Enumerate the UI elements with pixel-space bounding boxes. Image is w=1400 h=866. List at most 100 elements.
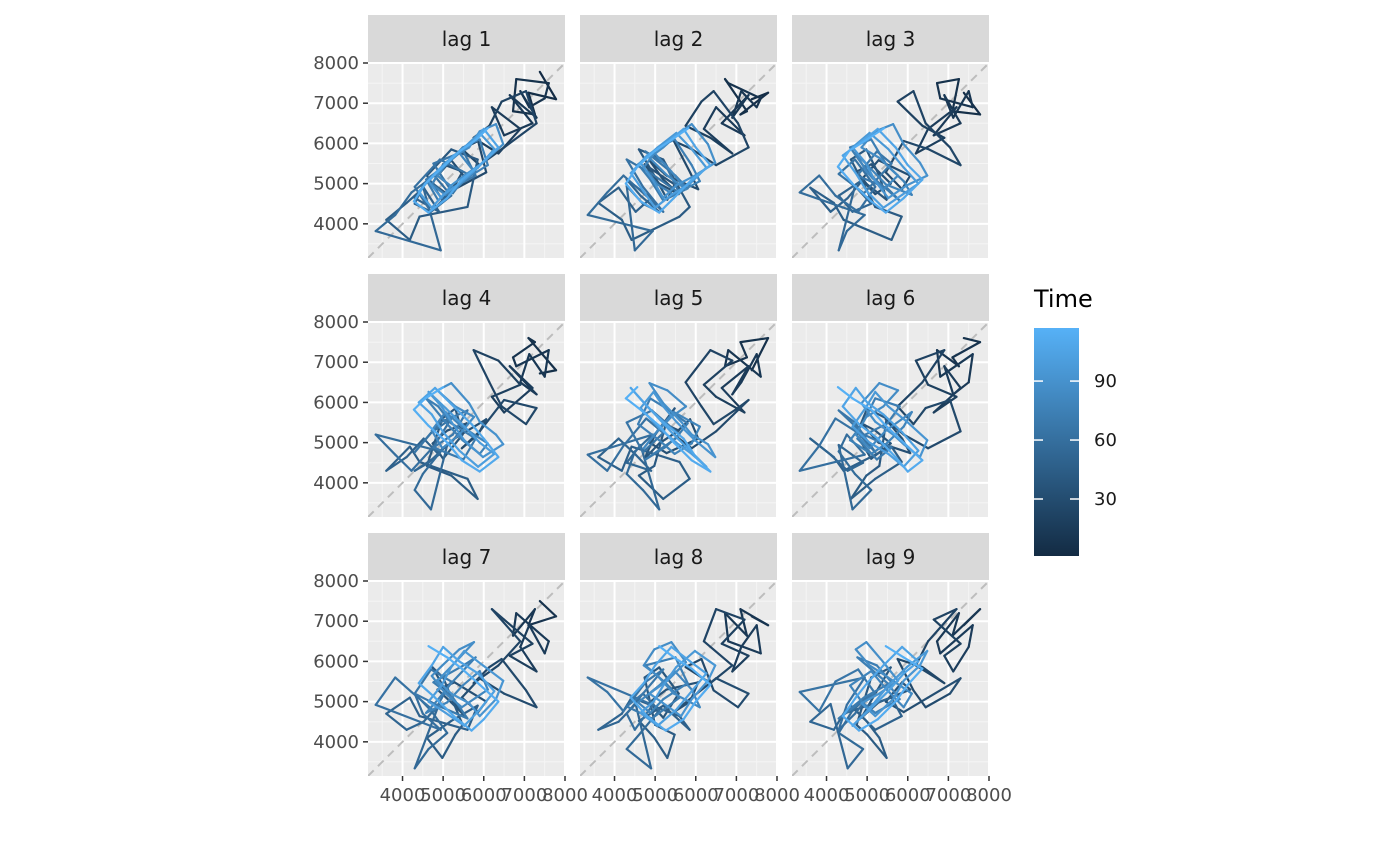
lag-segment (672, 139, 692, 174)
lag-segment (658, 645, 675, 659)
lag-segment (885, 688, 905, 709)
lag-segment (662, 682, 689, 701)
lag-segment (829, 453, 849, 472)
lag-segment (845, 213, 866, 233)
lag-segment (702, 106, 718, 131)
lag-segment (700, 657, 715, 692)
lag-segment (874, 698, 895, 718)
lag-segment (694, 683, 712, 703)
lag-segment (500, 657, 528, 692)
lag-segment (460, 164, 481, 181)
lag-segment (432, 433, 454, 449)
lag-segment (653, 151, 673, 173)
lag-segment (430, 193, 445, 209)
lag-segment (430, 429, 444, 450)
lag-segment (606, 690, 625, 713)
lag-segment (849, 474, 868, 501)
lag-segment (755, 97, 762, 109)
x-tick-label: 4000 (804, 785, 850, 806)
lag-segment (878, 156, 900, 177)
lag-segment (935, 349, 961, 368)
lag-segment (488, 381, 503, 408)
lag-segment (851, 406, 867, 428)
lag-segment (528, 353, 546, 378)
lag-segment (413, 421, 441, 454)
lag-segment (502, 398, 538, 410)
lag-segment (714, 677, 750, 695)
lag-segment (884, 645, 905, 659)
lag-segment (868, 441, 890, 455)
lag-segment (463, 425, 481, 444)
lag-segment (597, 455, 623, 472)
lag-segment (935, 640, 942, 655)
lag-segment (453, 681, 488, 703)
lag-segment (482, 437, 500, 459)
lag-segment (641, 431, 665, 454)
lag-segment (876, 437, 897, 459)
lag-segment (636, 701, 652, 714)
lag-segment (736, 122, 750, 149)
lag-segment (848, 684, 864, 704)
facet-strip (580, 15, 777, 63)
lag-segment (720, 122, 746, 137)
lag-segment (394, 676, 413, 694)
lag-segment (450, 474, 479, 501)
lag-segment (694, 146, 712, 167)
lag-segment (884, 410, 913, 432)
lag-segment (444, 711, 466, 727)
lag-segment (662, 477, 691, 501)
lag-segment (836, 165, 854, 185)
lag-segment (914, 127, 930, 155)
lag-segment (625, 472, 645, 492)
x-tick-label: 5000 (844, 785, 890, 806)
lag-segment (837, 712, 857, 731)
lag-segment (866, 664, 885, 685)
lag-segment (446, 178, 463, 200)
facet-strip (792, 533, 989, 581)
lag-segment (864, 390, 877, 410)
lag-segment (924, 398, 952, 410)
lag-segment (896, 90, 915, 103)
lag-segment (662, 692, 680, 719)
lag-segment (648, 382, 665, 405)
facet-panel-lag-5: lag 5 (580, 274, 778, 517)
lag-segment (866, 190, 885, 209)
lag-segment (528, 624, 546, 655)
lag-segment (643, 442, 661, 460)
x-tick-label: 8000 (966, 785, 1012, 806)
lag-segment (639, 443, 661, 511)
lag-segment (417, 190, 433, 209)
lag-segment (654, 645, 673, 667)
lag-segment (967, 90, 974, 109)
lag-segment (892, 433, 905, 446)
lag-segment (394, 191, 413, 217)
lag-segment (482, 700, 500, 721)
lag-segment (739, 336, 770, 344)
lag-segment (714, 608, 746, 621)
facet-panel-lag-3: lag 3 (792, 15, 990, 258)
lag-segment (848, 138, 869, 152)
lag-segment (842, 218, 893, 242)
lag-segment (902, 139, 930, 151)
lag-segment (882, 645, 904, 667)
lag-segment (478, 455, 500, 473)
lag-segment (644, 437, 677, 461)
lag-segment (682, 700, 697, 721)
lag-segment (868, 690, 890, 711)
lag-path (586, 77, 770, 252)
lag-segment (967, 353, 974, 384)
lag-segment (502, 386, 534, 414)
lag-segment (430, 664, 444, 677)
lag-segment (490, 106, 506, 137)
lag-segment (700, 405, 715, 426)
lag-segment (935, 349, 942, 378)
lag-segment (856, 656, 889, 685)
lag-segment (848, 439, 873, 455)
facet-strip-label: lag 9 (866, 545, 916, 569)
lag-segment (926, 608, 958, 643)
lag-segment (662, 405, 678, 423)
lag-segment (870, 408, 887, 427)
lag-segment (672, 410, 701, 428)
lag-segment (633, 703, 654, 731)
lag-segment (472, 349, 500, 362)
